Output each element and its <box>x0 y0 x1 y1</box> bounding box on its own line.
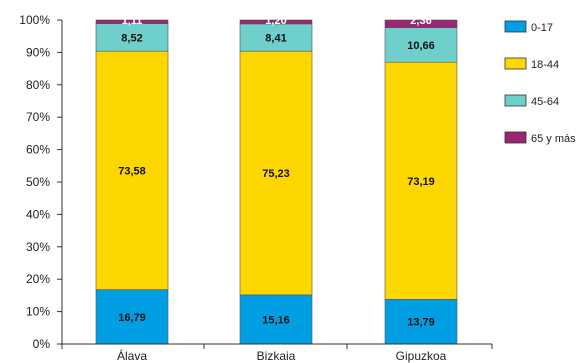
legend: 0-17 18-44 45-64 65 y más <box>504 20 576 145</box>
bar-segment <box>95 19 169 24</box>
x-axis: Álava Bizkaia Gipuzkoa <box>61 343 493 363</box>
bar-segment <box>239 50 313 296</box>
data-label: 15,16 <box>262 314 290 326</box>
legend-label: 18-44 <box>531 59 559 71</box>
y-tick-label: 10% <box>26 305 50 319</box>
y-tick-label: 100% <box>19 13 50 27</box>
data-label: 13,79 <box>407 317 435 329</box>
data-label: 2,36 <box>410 15 431 27</box>
category-label: Álava <box>117 348 147 363</box>
legend-label: 45-64 <box>531 96 559 108</box>
y-axis: 0% 10% 20% 30% 40% 50% 60% 70% 80% 90% 100% <box>19 13 63 351</box>
legend-swatch <box>504 131 527 144</box>
y-tick-label: 70% <box>26 110 50 124</box>
bar-segment <box>384 19 458 28</box>
bar-segment <box>384 27 458 63</box>
legend-label: 0-17 <box>531 22 553 34</box>
y-tick-label: 60% <box>26 143 50 157</box>
data-label: 16,79 <box>118 312 146 324</box>
y-tick-label: 0% <box>33 337 51 351</box>
legend-label: 65 y más <box>531 133 576 145</box>
data-label: 73,19 <box>407 176 435 188</box>
y-tick-label: 20% <box>26 272 50 286</box>
legend-swatch <box>504 57 527 70</box>
bars: 16,79 73,58 8,52 1,11 15,16 75,23 8,41 1,20 13,7… <box>95 15 458 345</box>
y-tick-label: 80% <box>26 78 50 92</box>
bar-segment <box>95 289 169 345</box>
category-label: Gipuzkoa <box>396 349 447 363</box>
bar-segment <box>239 19 313 25</box>
data-label: 75,23 <box>262 168 290 180</box>
bar-segment <box>384 61 458 300</box>
y-tick-label: 30% <box>26 240 50 254</box>
bar-segment <box>239 23 313 52</box>
data-label: 73,58 <box>118 165 146 177</box>
legend-swatch <box>504 20 527 33</box>
data-label: 8,41 <box>265 33 286 45</box>
category-label: Bizkaia <box>257 349 296 363</box>
y-tick-label: 40% <box>26 207 50 221</box>
data-label: 8,52 <box>121 32 142 44</box>
data-label: 10,66 <box>407 40 435 52</box>
data-label: 1,11 <box>122 15 143 27</box>
legend-swatch <box>504 94 527 107</box>
data-label: 1,20 <box>265 15 286 27</box>
bar-segment <box>95 50 169 290</box>
y-tick-label: 50% <box>26 175 50 189</box>
y-tick-label: 90% <box>26 45 50 59</box>
bar-segment <box>384 299 458 345</box>
